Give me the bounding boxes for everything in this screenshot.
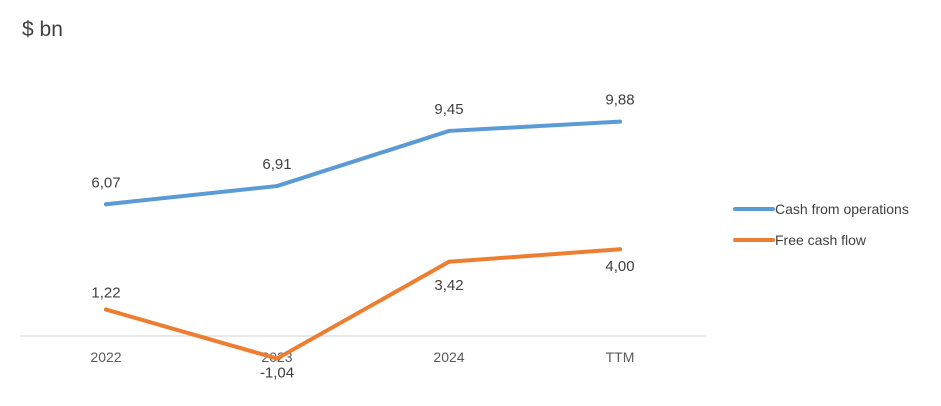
data-point [275, 356, 279, 361]
legend-label: Free cash flow [775, 232, 867, 248]
data-label: 1,22 [91, 285, 120, 302]
data-label: -1,04 [260, 365, 294, 382]
x-tick-label: TTM [606, 349, 635, 365]
data-point [618, 119, 622, 124]
data-label: 9,45 [434, 101, 463, 118]
data-point [447, 259, 451, 264]
legend-label: Cash from operations [775, 201, 909, 217]
data-label: 9,88 [605, 92, 634, 109]
data-point [618, 247, 622, 252]
data-label: 3,42 [434, 277, 463, 294]
unit-label: $ bn [22, 18, 63, 41]
data-point [104, 202, 108, 207]
data-label: 6,07 [91, 174, 120, 191]
x-tick-label: 2022 [90, 349, 121, 365]
data-point [275, 184, 279, 189]
data-label: 6,91 [262, 156, 291, 173]
series-line [104, 247, 622, 361]
series-line [104, 119, 622, 207]
data-point [104, 307, 108, 312]
x-tick-label: 2024 [433, 349, 464, 365]
data-label: 4,00 [605, 258, 634, 275]
data-point [447, 128, 451, 133]
